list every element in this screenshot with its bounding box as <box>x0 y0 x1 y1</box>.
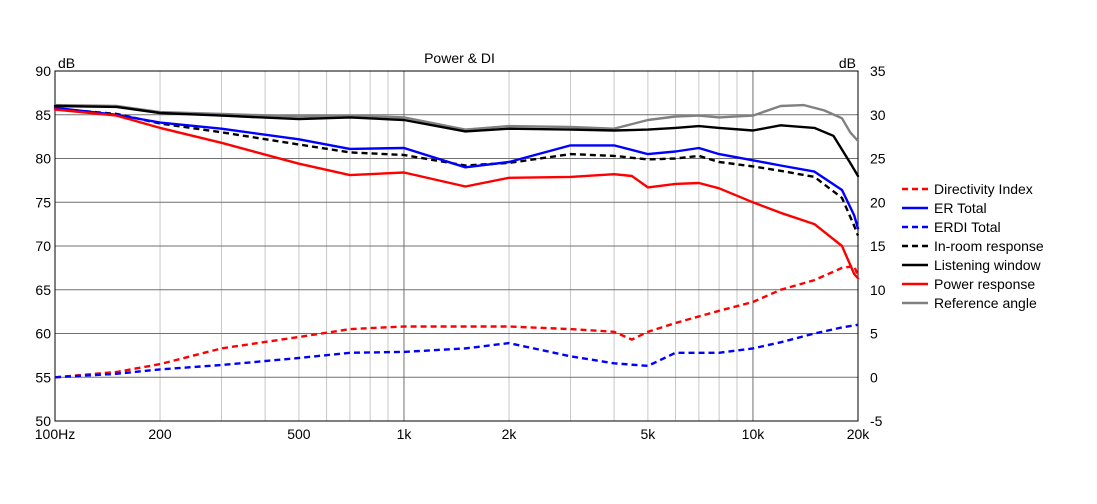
axis-layer: 100Hz 200 500 1k 2k 5k 10k 20k90858075706560555… <box>35 63 886 442</box>
x-tick-label: 200 <box>148 426 172 442</box>
legend-label-erdi-total: ERDI Total <box>934 219 1001 235</box>
plot-frame <box>54 70 859 422</box>
y-right-tick-label: 10 <box>870 282 886 298</box>
legend-label-in-room-response: In-room response <box>934 238 1044 254</box>
y-left-tick-label: 60 <box>35 326 51 342</box>
legend-label-power-response: Power response <box>934 276 1035 292</box>
y-right-tick-label: 20 <box>870 194 886 210</box>
y-left-tick-label: 50 <box>35 413 51 429</box>
legend-label-directivity-index: Directivity Index <box>934 181 1033 197</box>
y-left-tick-label: 80 <box>35 151 51 167</box>
y-left-tick-label: 85 <box>35 107 51 123</box>
y-left-unit-label: dB <box>58 55 75 71</box>
series-line-er-total <box>53 106 860 230</box>
x-tick-label: 500 <box>287 426 311 442</box>
x-tick-label: 20k <box>847 426 871 442</box>
grid <box>55 71 858 421</box>
series-line-reference-angle <box>53 103 860 143</box>
y-right-tick-label: 35 <box>870 63 886 79</box>
legend-label-er-total: ER Total <box>934 200 987 216</box>
x-tick-label: 1k <box>397 426 413 442</box>
legend: Directivity Index ER Total ERDI Total In-ro… <box>902 181 1044 311</box>
y-left-tick-label: 75 <box>35 194 51 210</box>
series-line-directivity-index <box>54 264 860 379</box>
y-right-tick-label: 15 <box>870 238 886 254</box>
y-left-tick-label: 90 <box>35 63 51 79</box>
legend-label-reference-angle: Reference angle <box>934 295 1037 311</box>
y-left-tick-label: 70 <box>35 238 51 254</box>
y-right-tick-label: 30 <box>870 107 886 123</box>
series-line-in-room-response <box>54 107 860 236</box>
y-left-tick-label: 65 <box>35 282 51 298</box>
y-right-tick-label: 25 <box>870 151 886 167</box>
y-right-tick-label: -5 <box>870 413 883 429</box>
series-line-erdi-total <box>54 323 859 379</box>
chart-title: Power & DI <box>424 50 495 66</box>
x-tick-label: 2k <box>502 426 518 442</box>
y-right-tick-label: 5 <box>870 326 878 342</box>
x-tick-label: 100Hz <box>35 426 75 442</box>
series-line-power-response <box>53 108 860 280</box>
y-right-unit-label: dB <box>839 55 856 71</box>
series-line-listening-window <box>53 104 860 178</box>
x-tick-label: 10k <box>742 426 766 442</box>
x-tick-label: 5k <box>640 426 656 442</box>
legend-label-listening-window: Listening window <box>934 257 1042 273</box>
y-right-tick-label: 0 <box>870 369 878 385</box>
series-layer <box>53 103 860 379</box>
y-left-tick-label: 55 <box>35 369 51 385</box>
